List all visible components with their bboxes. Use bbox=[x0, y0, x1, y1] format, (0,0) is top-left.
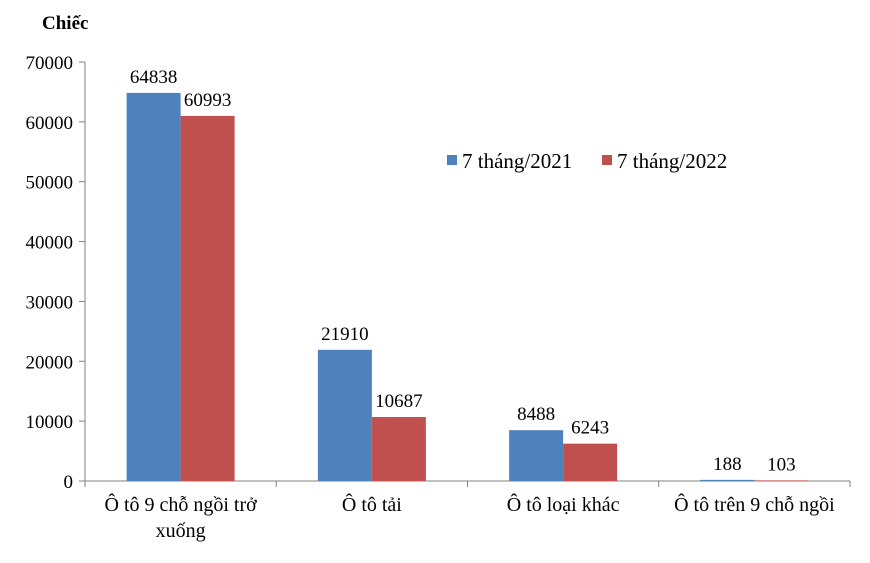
category-labels-group: Ô tô 9 chỗ ngồi trở xuống Ô tô tải Ô tô loạ… bbox=[105, 492, 836, 542]
legend-label: 7 tháng/2021 bbox=[462, 149, 572, 173]
y-tick-label: 60000 bbox=[26, 113, 74, 134]
x-axis-ticks bbox=[84, 481, 851, 487]
bar bbox=[317, 349, 372, 481]
data-label: 60993 bbox=[184, 90, 232, 111]
data-label: 21910 bbox=[321, 324, 369, 345]
data-label: 103 bbox=[767, 454, 796, 475]
category-label: Ô tô trên 9 chỗ ngồi bbox=[674, 492, 835, 516]
bar bbox=[371, 417, 426, 481]
bar bbox=[563, 443, 618, 481]
bar bbox=[180, 115, 235, 481]
y-tick-label: 50000 bbox=[26, 173, 74, 194]
y-tick-label: 20000 bbox=[26, 352, 74, 373]
bar bbox=[700, 479, 755, 481]
legend: 7 tháng/2021 7 tháng/2022 bbox=[447, 149, 727, 173]
bar bbox=[126, 92, 181, 481]
y-tick-label: 70000 bbox=[26, 53, 74, 74]
bars-group bbox=[126, 92, 809, 481]
data-label: 6243 bbox=[571, 418, 609, 439]
data-label: 64838 bbox=[130, 67, 178, 88]
data-label: 188 bbox=[713, 454, 742, 475]
data-label: 10687 bbox=[375, 391, 423, 412]
y-tick-label: 10000 bbox=[26, 412, 74, 433]
category-label: xuống bbox=[156, 520, 206, 542]
data-label: 8488 bbox=[517, 404, 555, 425]
legend-label: 7 tháng/2022 bbox=[617, 149, 727, 173]
y-axis-unit-label: Chiếc bbox=[42, 13, 88, 34]
category-label: Ô tô 9 chỗ ngồi trở bbox=[105, 492, 258, 516]
category-label: Ô tô tải bbox=[342, 492, 402, 516]
y-tick-label: 30000 bbox=[26, 292, 74, 313]
legend-swatch bbox=[602, 155, 612, 165]
legend-swatch bbox=[447, 155, 457, 165]
category-label: Ô tô loại khác bbox=[507, 492, 620, 516]
y-tick-label: 40000 bbox=[26, 233, 74, 254]
y-tick-label: 0 bbox=[64, 472, 74, 493]
y-axis-ticks: 0 10000 20000 30000 40000 50000 60000 70000 bbox=[26, 53, 85, 493]
data-labels-group: 64838 60993 21910 10687 8488 6243 188 103 bbox=[130, 67, 796, 475]
bar bbox=[509, 430, 564, 481]
bar bbox=[754, 480, 809, 481]
